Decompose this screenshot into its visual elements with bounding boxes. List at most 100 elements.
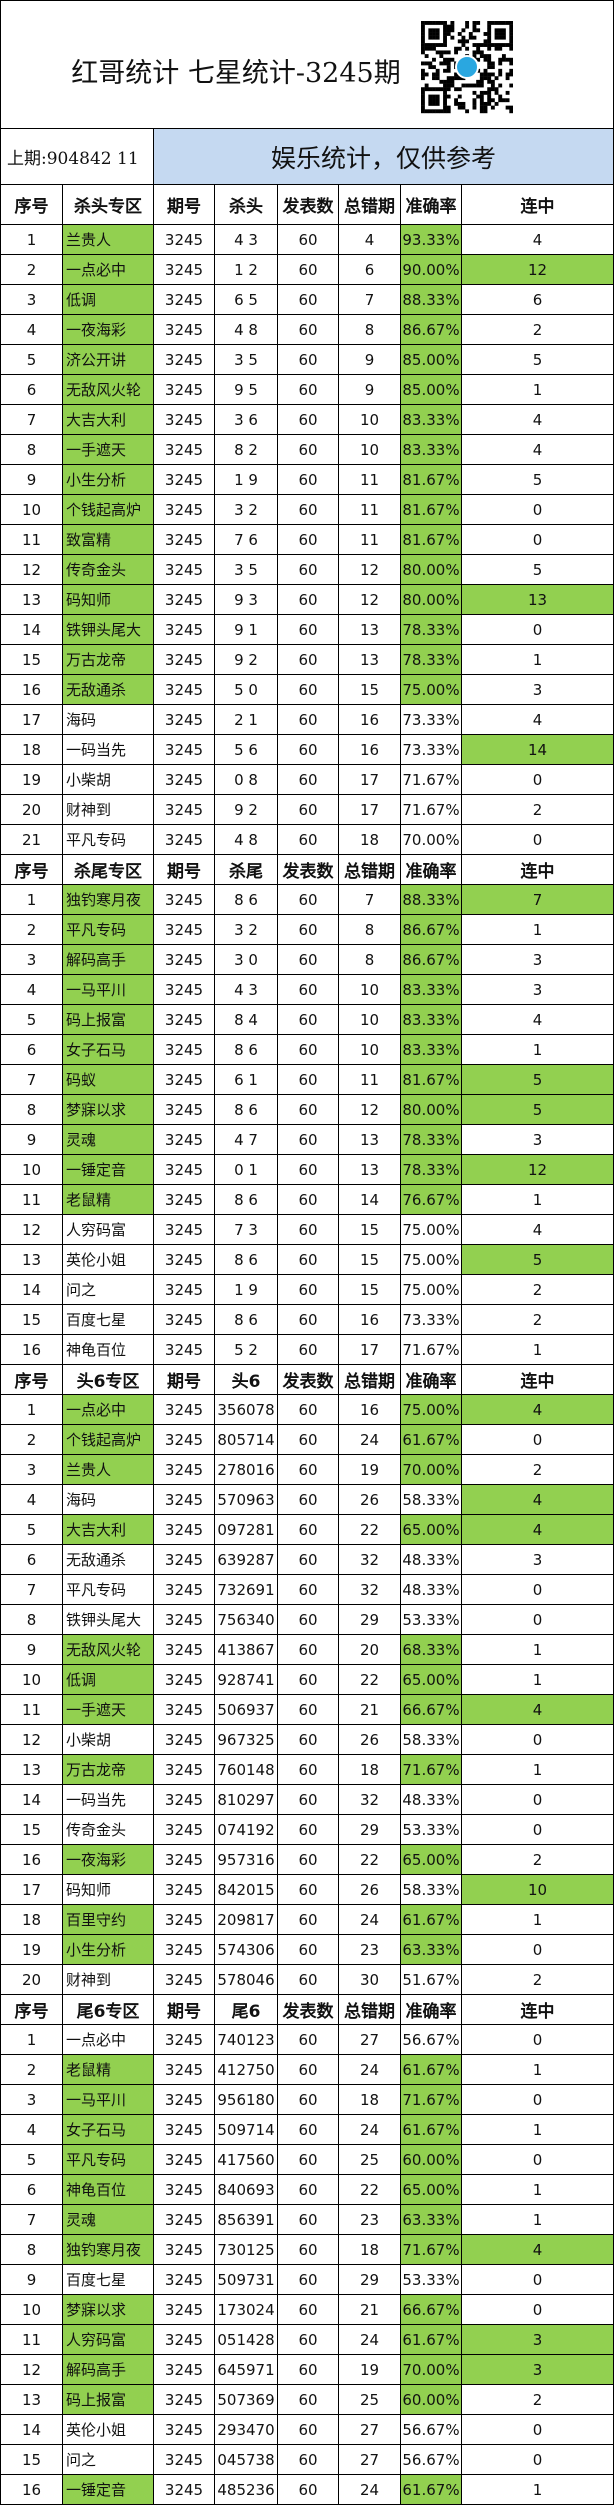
table-row: 8 独钓寒月夜 3245 730125 60 18 71.67% 4 <box>1 2235 613 2265</box>
cell-streak: 12 <box>462 255 613 284</box>
cell-accuracy: 73.33% <box>401 735 462 764</box>
cell-issue: 3245 <box>154 1395 215 1424</box>
cell-error-count: 27 <box>339 2445 401 2474</box>
cell-post-count: 60 <box>278 1005 339 1034</box>
cell-streak: 1 <box>532 650 543 669</box>
cell-seq: 7 <box>1 1575 63 1604</box>
cell-expert-name: 个钱起高炉 <box>63 1425 154 1454</box>
cell-streak: 1 <box>532 1190 543 1209</box>
cell-number: 0 8 <box>215 765 278 794</box>
table-row: 11 人穷码富 3245 051428 60 24 61.67% 3 <box>1 2325 613 2355</box>
cell-streak: 1 <box>532 2210 543 2229</box>
cell-number: 6 1 <box>215 1065 278 1094</box>
cell-seq: 10 <box>1 2295 63 2324</box>
cell-post-count: 60 <box>278 2415 339 2444</box>
column-header-streak: 连中 <box>520 862 555 882</box>
cell-accuracy: 56.67% <box>401 2025 462 2054</box>
section-header-row: 序号 杀尾专区 期号 杀尾 发表数 总错期 准确率 连中 <box>1 855 613 885</box>
cell-streak: 3 <box>462 2325 613 2354</box>
cell-seq: 11 <box>1 2325 63 2354</box>
cell-number: 9 1 <box>215 615 278 644</box>
cell-expert-name: 一马平川 <box>63 2085 154 2114</box>
cell-expert-name: 平凡专码 <box>63 1575 154 1604</box>
cell-number: 209817 <box>215 1905 278 1934</box>
cell-issue: 3245 <box>154 2325 215 2354</box>
cell-streak: 4 <box>462 1515 613 1544</box>
cell-streak: 0 <box>532 2090 543 2109</box>
cell-issue: 3245 <box>154 255 215 284</box>
cell-streak: 0 <box>532 1730 543 1749</box>
cell-expert-name: 海码 <box>63 1485 154 1514</box>
cell-issue: 3245 <box>154 825 215 854</box>
cell-error-count: 18 <box>339 2235 401 2264</box>
cell-issue: 3245 <box>154 1635 215 1664</box>
cell-issue: 3245 <box>154 585 215 614</box>
cell-streak: 1 <box>532 2060 543 2079</box>
cell-issue: 3245 <box>154 2265 215 2294</box>
column-header-seq: 序号 <box>1 185 63 224</box>
cell-streak: 1 <box>532 920 543 939</box>
cell-issue: 3245 <box>154 885 215 914</box>
column-header-issue: 期号 <box>154 1365 215 1394</box>
table-row: 12 解码高手 3245 645971 60 19 70.00% 3 <box>1 2355 613 2385</box>
cell-seq: 3 <box>1 1455 63 1484</box>
cell-issue: 3245 <box>154 465 215 494</box>
cell-post-count: 60 <box>278 1275 339 1304</box>
cell-streak: 3 <box>532 980 543 999</box>
cell-error-count: 30 <box>339 1965 401 1994</box>
table-row: 7 大吉大利 3245 3 6 60 10 83.33% 4 <box>1 405 613 435</box>
cell-error-count: 26 <box>339 1875 401 1904</box>
cell-error-count: 8 <box>339 915 401 944</box>
cell-streak: 1 <box>532 2480 543 2499</box>
table-row: 4 女子石马 3245 509714 60 24 61.67% 1 <box>1 2115 613 2145</box>
cell-error-count: 11 <box>339 525 401 554</box>
last-draw-result: 上期:904842 11 <box>1 129 154 184</box>
cell-accuracy: 73.33% <box>401 705 462 734</box>
cell-error-count: 10 <box>339 435 401 464</box>
cell-accuracy: 56.67% <box>401 2415 462 2444</box>
cell-post-count: 60 <box>278 1965 339 1994</box>
column-header-number: 杀头 <box>215 185 278 224</box>
cell-error-count: 21 <box>339 2295 401 2324</box>
cell-post-count: 60 <box>278 1635 339 1664</box>
cell-error-count: 32 <box>339 1785 401 1814</box>
cell-error-count: 19 <box>339 1455 401 1484</box>
cell-error-count: 17 <box>339 765 401 794</box>
cell-streak: 2 <box>532 800 543 819</box>
cell-error-count: 24 <box>339 2325 401 2354</box>
cell-error-count: 18 <box>339 1755 401 1784</box>
cell-post-count: 60 <box>278 2295 339 2324</box>
cell-streak: 12 <box>462 1155 613 1184</box>
cell-number: 1 2 <box>215 255 278 284</box>
cell-seq: 4 <box>1 2115 63 2144</box>
cell-number: 3 5 <box>215 345 278 374</box>
cell-post-count: 60 <box>278 1125 339 1154</box>
cell-error-count: 22 <box>339 1845 401 1874</box>
cell-number: 967325 <box>215 1725 278 1754</box>
cell-number: 3 2 <box>215 915 278 944</box>
cell-streak: 4 <box>462 1485 613 1514</box>
cell-issue: 3245 <box>154 975 215 1004</box>
cell-seq: 13 <box>1 1245 63 1274</box>
cell-seq: 6 <box>1 375 63 404</box>
column-header-expert-name: 尾6专区 <box>63 1995 154 2024</box>
cell-seq: 7 <box>1 405 63 434</box>
cell-streak: 0 <box>532 830 543 849</box>
cell-accuracy: 86.67% <box>401 315 462 344</box>
table-row: 3 一马平川 3245 956180 60 18 71.67% 0 <box>1 2085 613 2115</box>
cell-error-count: 17 <box>339 1335 401 1364</box>
cell-issue: 3245 <box>154 1965 215 1994</box>
cell-expert-name: 独钓寒月夜 <box>63 2235 154 2264</box>
cell-issue: 3245 <box>154 1905 215 1934</box>
cell-expert-name: 无敌风火轮 <box>63 1635 154 1664</box>
cell-error-count: 19 <box>339 2355 401 2384</box>
cell-issue: 3245 <box>154 315 215 344</box>
cell-number: 8 2 <box>215 435 278 464</box>
cell-error-count: 15 <box>339 1215 401 1244</box>
cell-error-count: 14 <box>339 1185 401 1214</box>
cell-seq: 9 <box>1 1125 63 1154</box>
cell-issue: 3245 <box>154 435 215 464</box>
table-row: 7 平凡专码 3245 732691 60 32 48.33% 0 <box>1 1575 613 1605</box>
cell-streak: 0 <box>532 2030 543 2049</box>
cell-seq: 16 <box>1 2475 63 2504</box>
